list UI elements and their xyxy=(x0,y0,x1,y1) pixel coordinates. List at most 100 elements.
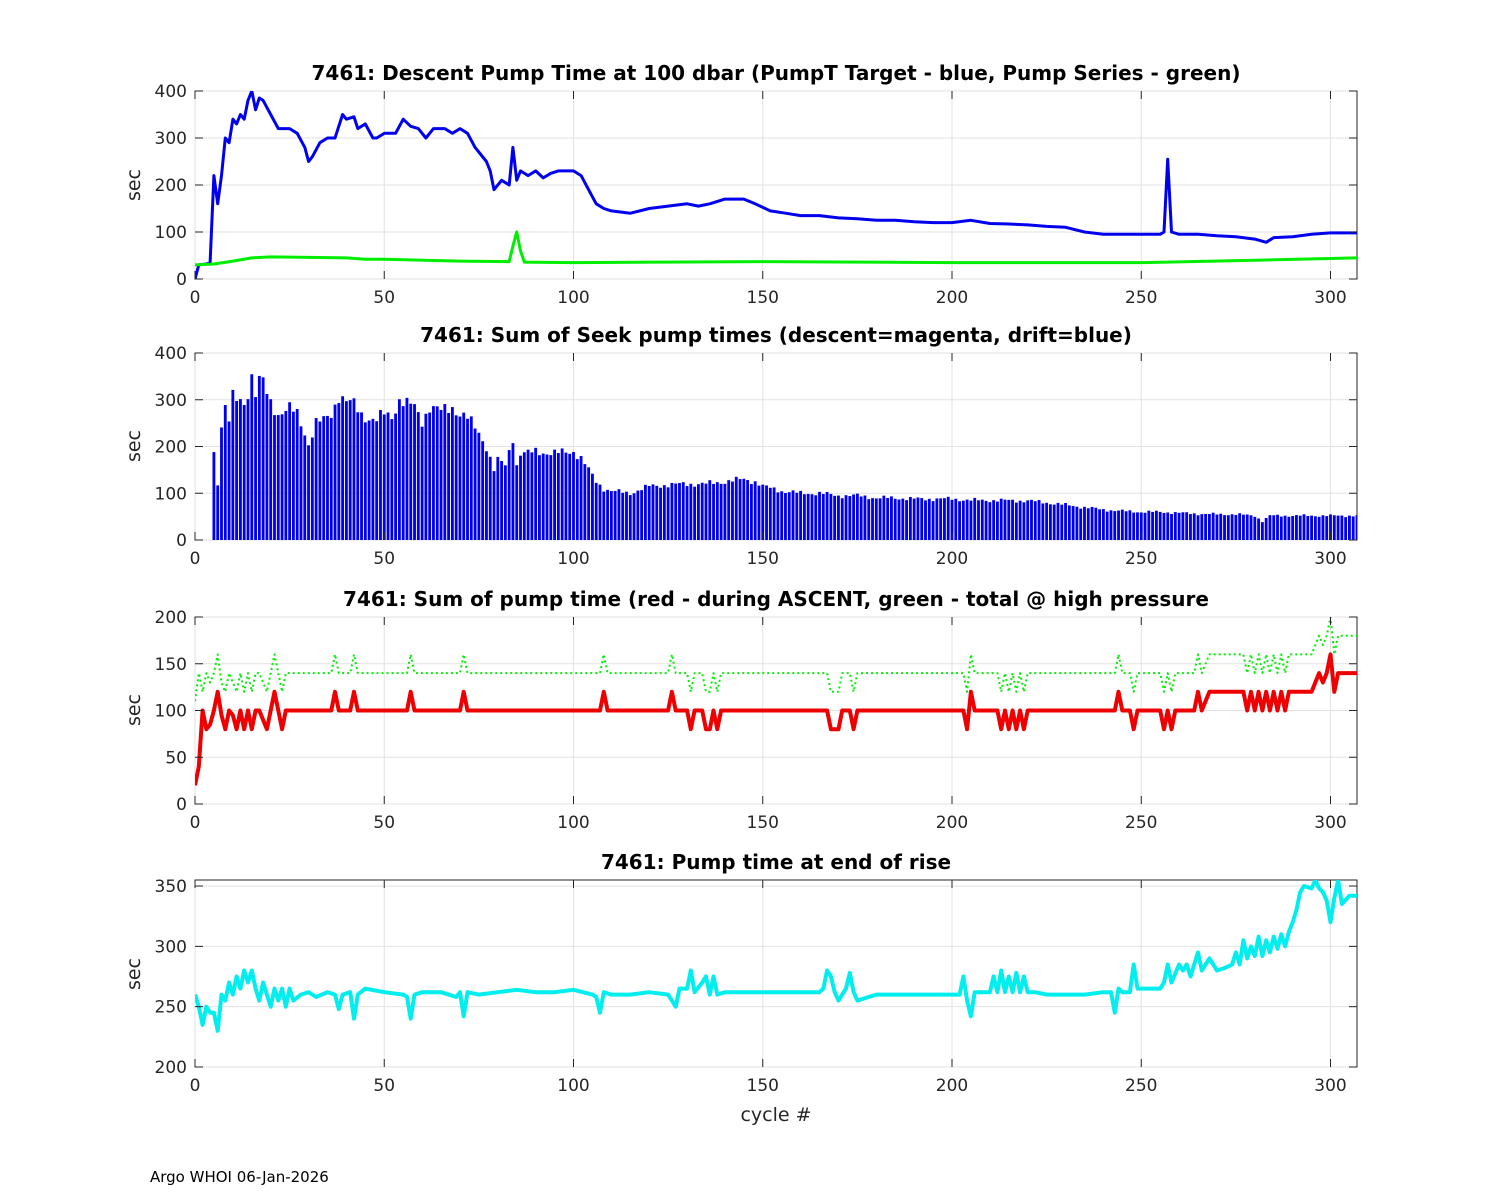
bar-mark xyxy=(1355,515,1357,540)
bar-mark xyxy=(1253,516,1257,540)
bar-mark xyxy=(806,493,810,540)
bar-mark xyxy=(1306,516,1310,540)
bar-mark xyxy=(761,484,765,540)
bar-mark xyxy=(765,485,768,540)
bar-mark xyxy=(371,418,375,540)
bar-mark xyxy=(515,465,519,540)
bar-mark xyxy=(719,483,723,540)
bar-mark xyxy=(897,499,901,540)
bar-mark xyxy=(1064,502,1067,540)
bar-mark xyxy=(840,498,844,540)
bar-mark xyxy=(825,491,829,540)
bar-mark xyxy=(1143,512,1147,540)
y-tick-label: 300 xyxy=(155,129,187,149)
x-tick-label: 50 xyxy=(373,813,395,833)
bar-mark xyxy=(250,374,254,540)
bar-mark xyxy=(795,492,799,540)
bar-mark xyxy=(1238,513,1242,540)
panel-4-frame xyxy=(194,879,1358,1068)
bar-mark xyxy=(1325,516,1329,540)
bar-mark xyxy=(799,490,803,540)
bar-mark xyxy=(341,396,345,540)
bar-mark xyxy=(1249,515,1253,540)
bar-mark xyxy=(575,459,579,540)
bar-mark xyxy=(511,443,515,540)
bar-mark xyxy=(1124,511,1128,540)
bar-mark xyxy=(753,481,757,540)
bar-mark xyxy=(821,493,825,540)
panel-2-ylabel: sec xyxy=(123,430,145,462)
bar-mark xyxy=(1272,515,1276,540)
bar-mark xyxy=(1283,515,1287,540)
x-tick-label: 100 xyxy=(557,288,589,308)
bar-mark xyxy=(1310,515,1313,540)
bar-mark xyxy=(1173,512,1177,540)
bar-mark xyxy=(556,453,560,540)
bar-mark xyxy=(231,389,235,540)
bar-mark xyxy=(522,452,526,540)
x-tick-label: 250 xyxy=(1125,813,1157,833)
bar-mark xyxy=(379,409,382,540)
bar-mark xyxy=(734,476,738,540)
bar-mark xyxy=(1279,516,1283,540)
bar-mark xyxy=(1136,512,1139,540)
bar-mark xyxy=(382,414,386,540)
bar-mark xyxy=(693,486,697,540)
bar-mark xyxy=(299,426,303,540)
y-tick-label: 50 xyxy=(165,748,187,768)
bar-mark xyxy=(855,493,859,540)
bar-mark xyxy=(1003,499,1007,540)
bar-mark xyxy=(999,498,1003,540)
bar-mark xyxy=(950,499,954,540)
bar-mark xyxy=(1211,512,1215,540)
bar-mark xyxy=(659,487,662,540)
bar-mark xyxy=(920,498,924,540)
bar-mark xyxy=(261,377,265,540)
bar-mark xyxy=(632,493,636,540)
bar-mark xyxy=(344,401,348,540)
bar-mark xyxy=(927,498,931,540)
y-tick-label: 100 xyxy=(155,223,187,243)
bar-mark xyxy=(1022,502,1026,540)
bar-mark xyxy=(1226,515,1230,540)
bar-mark xyxy=(450,407,454,540)
bar-mark xyxy=(1223,515,1226,540)
bar-mark xyxy=(212,452,216,540)
bar-mark xyxy=(647,485,651,540)
bar-mark xyxy=(1189,514,1192,540)
bar-mark xyxy=(681,482,685,540)
bar-mark xyxy=(958,501,961,540)
bar-mark xyxy=(413,404,416,540)
bar-mark xyxy=(424,413,428,540)
bar-mark xyxy=(784,492,787,540)
y-tick-label: 300 xyxy=(155,391,187,411)
bar-mark xyxy=(715,482,719,540)
bar-mark xyxy=(1094,507,1098,540)
bar-mark xyxy=(1101,509,1105,540)
bar-mark xyxy=(1030,499,1033,540)
bar-mark xyxy=(405,397,409,540)
bar-mark xyxy=(239,399,242,540)
panel-1-ylabel: sec xyxy=(123,169,145,201)
x-tick-label: 200 xyxy=(936,813,968,833)
bar-mark xyxy=(356,412,360,540)
bar-mark xyxy=(689,483,693,540)
bar-mark xyxy=(643,484,647,540)
bar-mark xyxy=(1007,499,1011,540)
bar-mark xyxy=(890,496,893,540)
bar-mark xyxy=(1302,514,1306,540)
bar-mark xyxy=(1276,514,1279,540)
bar-mark xyxy=(1026,500,1030,540)
bar-mark xyxy=(886,497,890,540)
x-tick-label: 100 xyxy=(557,813,589,833)
bar-mark xyxy=(1219,513,1223,540)
bar-mark xyxy=(273,415,276,540)
bar-mark xyxy=(1128,510,1132,540)
bar-mark xyxy=(348,400,352,540)
bar-mark xyxy=(1147,510,1151,540)
bar-mark xyxy=(473,428,477,540)
x-tick-label: 300 xyxy=(1314,813,1346,833)
bar-mark xyxy=(591,473,594,540)
bar-mark xyxy=(768,487,772,540)
bar-mark xyxy=(912,498,916,540)
